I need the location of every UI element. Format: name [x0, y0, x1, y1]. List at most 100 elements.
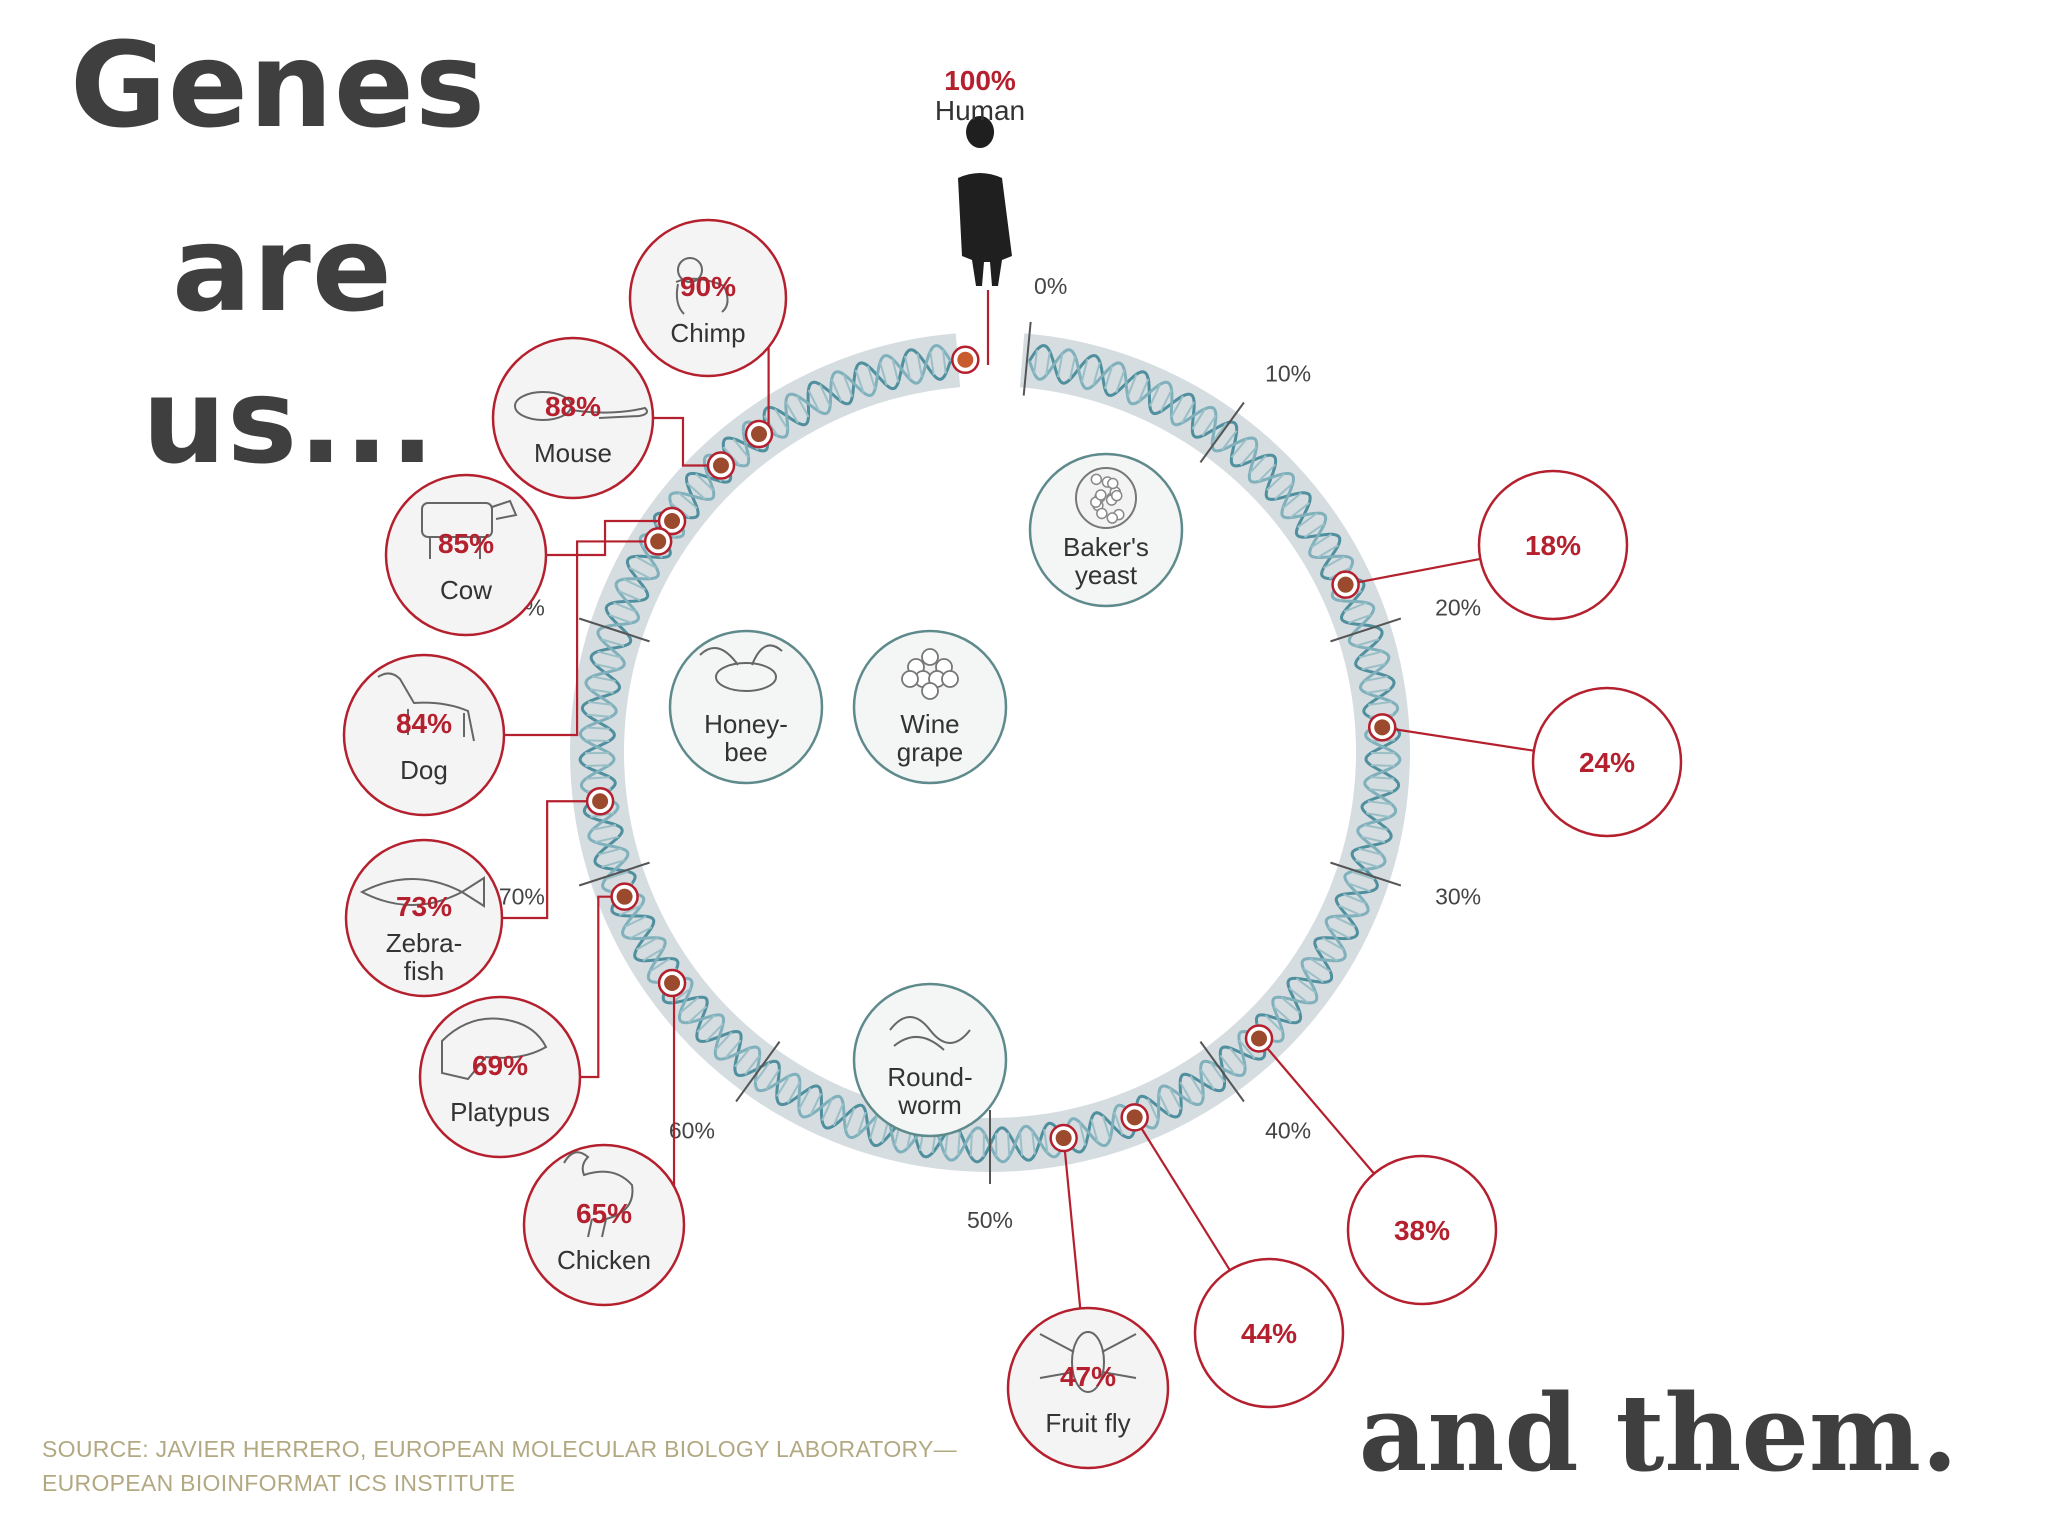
- dna-rung: [1191, 408, 1206, 430]
- chicken-icon-body: [563, 1151, 634, 1238]
- dna-rung: [585, 726, 610, 730]
- scale-tick: [1199, 401, 1245, 463]
- dna-rung: [1033, 349, 1039, 374]
- dna-rung: [1149, 383, 1161, 407]
- dna-rung: [586, 713, 611, 718]
- dna-rung: [628, 566, 652, 580]
- yeast-icon-cell: [1110, 489, 1123, 502]
- callout-circle: [628, 218, 788, 378]
- title-genes: Genes: [70, 16, 487, 154]
- dna-rung: [754, 1061, 771, 1083]
- dna-rung: [1147, 1098, 1159, 1121]
- dna-rung: [687, 1005, 708, 1024]
- dna-rung: [1199, 1068, 1215, 1090]
- dna-rung: [696, 1014, 716, 1033]
- dna-rung: [1347, 882, 1371, 893]
- callout-name: Mouse: [534, 438, 612, 468]
- inner-name: grape: [897, 737, 964, 767]
- callout-mouse: 88% Mouse: [491, 336, 655, 500]
- callout-percent: 85%: [438, 528, 494, 559]
- callout-name: Dog: [400, 755, 448, 785]
- dna-rung: [1045, 351, 1051, 376]
- inner-name: bee: [724, 737, 767, 767]
- grape-icon-berry: [941, 670, 959, 688]
- yeast-icon-cell: [1096, 507, 1108, 520]
- dna-rung: [1201, 415, 1217, 437]
- dna-rung: [1043, 1128, 1049, 1154]
- dna-rung: [624, 915, 647, 928]
- dna-rung: [809, 1093, 822, 1116]
- callout-name: Cow: [440, 575, 492, 605]
- callout-circle: [344, 838, 504, 998]
- callout-pct-38: 38%: [1346, 1154, 1498, 1306]
- dna-rung: [844, 1107, 856, 1131]
- scale-tick-label: 10%: [1265, 360, 1311, 386]
- callout-name: Fruit fly: [1045, 1408, 1130, 1438]
- dna-rung: [1302, 967, 1324, 984]
- dna-rung: [618, 904, 642, 917]
- dna-rung: [1317, 544, 1339, 559]
- dna-rung: [1361, 663, 1386, 671]
- zebrafish-icon-body: [359, 876, 485, 908]
- callout-cow: 85% Cow: [384, 473, 548, 637]
- marker-dot: [1126, 1109, 1143, 1126]
- marker-dot: [751, 426, 768, 443]
- marker-24: [1367, 713, 1397, 742]
- dna-rung: [1322, 936, 1345, 951]
- callout-zebra-fish: 73% Zebra-fish: [344, 838, 504, 998]
- yeast-icon-cell: [1090, 473, 1103, 486]
- dna-rung: [763, 415, 779, 437]
- grape-icon-berry: [901, 670, 919, 688]
- dna-rung: [1367, 800, 1392, 806]
- title-are: are: [172, 200, 393, 338]
- scale-tick: [1330, 617, 1402, 643]
- dna-rung: [714, 1031, 733, 1051]
- dna-rung: [1309, 957, 1331, 973]
- leader-line: [1345, 557, 1481, 586]
- dna-rung: [1238, 1039, 1256, 1060]
- dna-rung: [1370, 764, 1395, 767]
- dna-rung: [969, 1132, 973, 1157]
- dna-rung: [686, 482, 706, 500]
- callout-percent: 18%: [1525, 530, 1581, 561]
- mouse-icon-tail: [570, 406, 648, 419]
- dna-rung: [1369, 788, 1394, 793]
- callout-chimp: 90% Chimp: [628, 218, 788, 378]
- dna-rung: [1221, 430, 1238, 451]
- dna-rung: [1274, 482, 1294, 500]
- dna-rung: [1103, 365, 1114, 390]
- dna-rung: [594, 835, 619, 844]
- dna-rung: [585, 776, 610, 780]
- honeybee-icon-body: [715, 662, 777, 692]
- dna-rung: [1351, 870, 1375, 881]
- platypus-icon-body: [441, 1017, 548, 1081]
- marker-73: [585, 787, 615, 816]
- dna-rung: [842, 373, 854, 398]
- marker-dot: [712, 457, 729, 474]
- dna-rung: [1007, 1132, 1011, 1157]
- dna-rung: [613, 601, 637, 613]
- closing-text: and them.: [1358, 1370, 1958, 1495]
- dna-rung: [1272, 1005, 1293, 1024]
- dna-rung: [1364, 675, 1389, 683]
- dna-rung: [1327, 926, 1351, 940]
- grape-icon-berry: [921, 682, 939, 700]
- dna-rung: [642, 947, 664, 962]
- dna-rung: [617, 589, 641, 602]
- dna-rung: [1280, 996, 1301, 1014]
- roundworm-icon-body: [889, 1016, 971, 1051]
- mouse-icon-body: [514, 391, 572, 421]
- callout-platypus: 69% Platypus: [418, 995, 582, 1159]
- marker-dot: [664, 513, 681, 530]
- dna-rung: [1158, 1093, 1171, 1116]
- dna-rung: [1159, 389, 1173, 412]
- scale-tick-label: 60%: [669, 1118, 715, 1144]
- dna-rung: [1348, 613, 1372, 624]
- inner-circle: [852, 982, 1008, 1138]
- dna-rung: [1266, 472, 1285, 491]
- scale-tick: [578, 861, 650, 887]
- callout-circle: [342, 653, 506, 817]
- dna-rung: [608, 613, 632, 624]
- callout-percent: 90%: [680, 271, 736, 302]
- callout-circle: [384, 473, 548, 637]
